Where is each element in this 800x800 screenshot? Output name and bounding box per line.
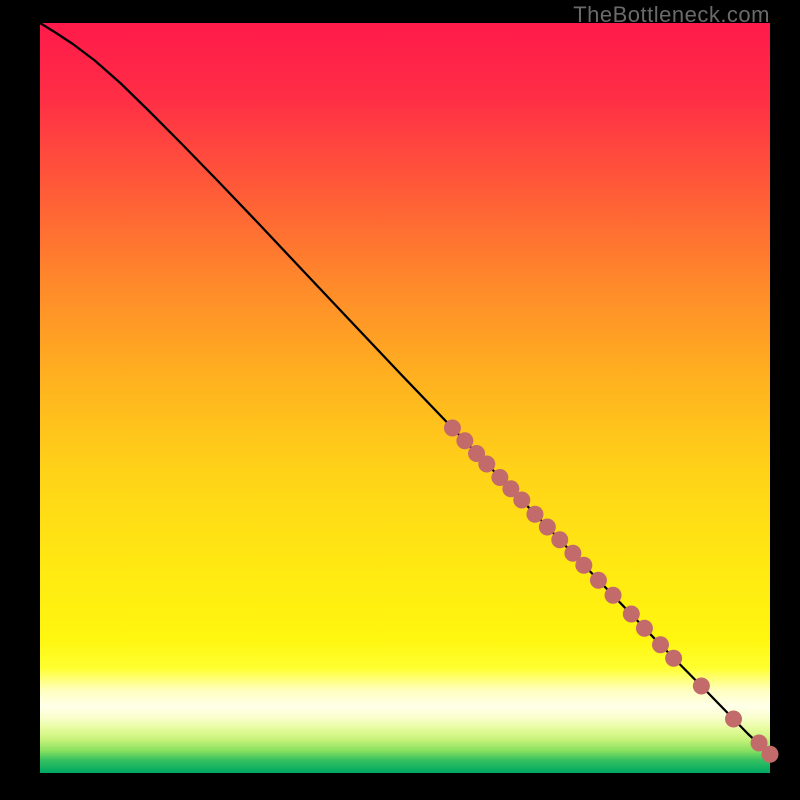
data-point <box>551 531 568 548</box>
data-point <box>575 557 592 574</box>
data-point <box>444 420 461 437</box>
data-point <box>693 678 710 695</box>
data-point <box>605 587 622 604</box>
data-point <box>725 711 742 728</box>
data-point <box>456 432 473 449</box>
data-point <box>665 650 682 667</box>
data-point <box>652 636 669 653</box>
data-point <box>478 456 495 473</box>
data-point <box>539 519 556 536</box>
plot-area <box>40 23 770 773</box>
data-point <box>636 620 653 637</box>
data-point <box>762 746 779 763</box>
data-point <box>526 506 543 523</box>
curve-layer <box>40 23 770 773</box>
data-point <box>590 572 607 589</box>
data-point <box>513 492 530 509</box>
watermark-text: TheBottleneck.com <box>573 2 770 28</box>
data-point <box>623 606 640 623</box>
